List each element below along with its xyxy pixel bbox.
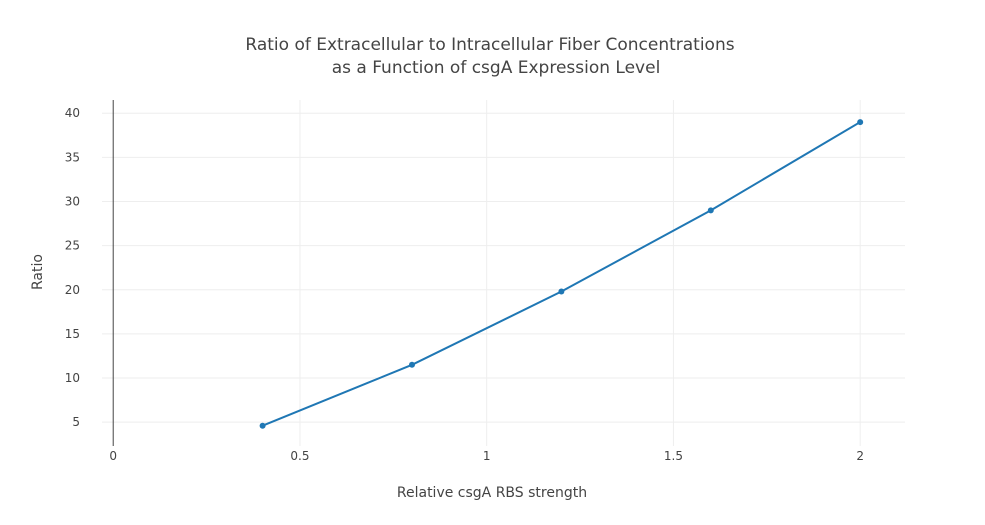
y-tick-label: 15	[65, 327, 80, 341]
y-tick-label: 20	[65, 283, 80, 297]
series-group	[259, 119, 864, 429]
data-point	[707, 207, 714, 214]
y-tick-label: 40	[65, 106, 80, 120]
x-tick-labels: 0 0.5 1 1.5 2	[109, 449, 864, 463]
chart-title-line-1: Ratio of Extracellular to Intracellular …	[245, 35, 734, 55]
x-tick-label: 2	[856, 449, 864, 463]
x-tick-label: 1	[483, 449, 491, 463]
y-tick-label: 5	[72, 415, 80, 429]
y-gridlines	[102, 112, 905, 423]
y-tick-label: 10	[65, 371, 80, 385]
x-tick-label: 0.5	[290, 449, 309, 463]
y-tick-label: 30	[65, 195, 80, 209]
y-tick-label: 35	[65, 150, 80, 164]
y-tick-label: 25	[65, 239, 80, 253]
data-point	[259, 422, 266, 429]
chart-title-line-2: as a Function of csgA Expression Level	[332, 58, 661, 78]
data-point	[857, 119, 864, 126]
x-axis-title: Relative csgA RBS strength	[397, 485, 587, 501]
y-axis-title: Ratio	[30, 254, 46, 290]
y-tick-labels: 5 10 15 20 25 30 35 40	[65, 106, 80, 429]
x-gridlines	[299, 100, 861, 446]
data-point	[558, 288, 565, 295]
data-point	[408, 361, 415, 368]
x-tick-label: 1.5	[664, 449, 683, 463]
x-tick-label: 0	[109, 449, 117, 463]
